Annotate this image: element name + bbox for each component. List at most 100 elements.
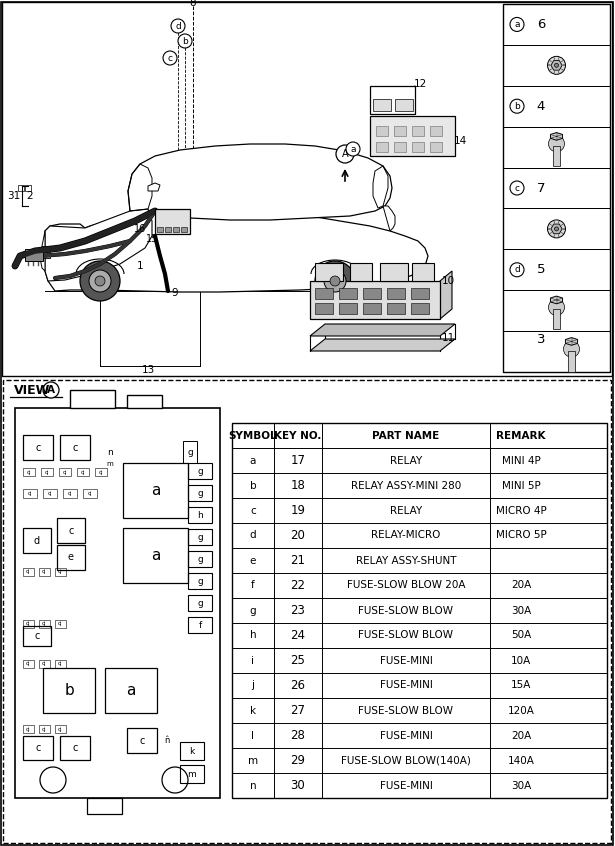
Bar <box>350 263 372 281</box>
Text: k: k <box>189 746 194 755</box>
Bar <box>77 468 89 476</box>
Bar <box>503 85 610 127</box>
Text: b: b <box>250 481 256 491</box>
Text: 26: 26 <box>290 679 306 692</box>
Bar <box>39 660 50 668</box>
Text: 30A: 30A <box>511 781 531 790</box>
Text: FUSE-SLOW BLOW: FUSE-SLOW BLOW <box>359 706 453 716</box>
Polygon shape <box>551 224 562 233</box>
Bar <box>25 249 43 261</box>
Circle shape <box>549 299 565 316</box>
Bar <box>157 227 163 232</box>
Text: RELAY-MICRO: RELAY-MICRO <box>371 530 441 541</box>
Text: 16: 16 <box>134 224 146 234</box>
Bar <box>123 528 188 583</box>
Text: 30A: 30A <box>511 606 531 616</box>
Polygon shape <box>383 206 395 231</box>
Text: PART NAME: PART NAME <box>372 431 440 441</box>
Polygon shape <box>550 296 563 304</box>
Bar <box>23 725 34 733</box>
Polygon shape <box>148 183 160 191</box>
Bar <box>180 742 204 760</box>
Text: a: a <box>351 145 355 153</box>
Text: 50A: 50A <box>511 630 531 640</box>
Bar <box>2 2 612 376</box>
Text: SYMBOL: SYMBOL <box>229 431 277 441</box>
Bar <box>315 263 343 281</box>
Bar <box>503 4 610 372</box>
Bar <box>57 545 85 570</box>
Text: k: k <box>250 706 256 716</box>
Text: FUSE-MINI: FUSE-MINI <box>379 730 432 740</box>
Circle shape <box>43 382 59 398</box>
Text: cj: cj <box>63 470 67 475</box>
Bar <box>188 617 212 633</box>
Bar <box>315 288 333 299</box>
Text: n: n <box>107 448 113 457</box>
Bar <box>553 310 560 329</box>
Bar <box>553 146 560 166</box>
Bar <box>503 331 610 372</box>
Text: REMARK: REMARK <box>496 431 546 441</box>
Circle shape <box>336 145 354 163</box>
Text: VIEW: VIEW <box>14 383 50 397</box>
Text: 10: 10 <box>442 276 454 286</box>
Text: cj: cj <box>58 622 63 627</box>
Text: 24: 24 <box>290 629 306 642</box>
Bar <box>173 227 179 232</box>
Text: cj: cj <box>42 569 47 574</box>
Text: 4: 4 <box>537 100 545 113</box>
Text: b: b <box>182 36 188 46</box>
Text: RELAY ASSY-MINI 280: RELAY ASSY-MINI 280 <box>351 481 461 491</box>
Text: 6: 6 <box>537 18 545 31</box>
Text: g: g <box>197 598 203 607</box>
Text: FUSE-SLOW BLOW: FUSE-SLOW BLOW <box>359 606 453 616</box>
Bar <box>183 441 197 463</box>
Text: 27: 27 <box>290 704 306 717</box>
Polygon shape <box>45 208 428 292</box>
Text: 30: 30 <box>291 779 306 792</box>
Text: 29: 29 <box>290 754 306 767</box>
Text: g: g <box>187 448 193 457</box>
Bar <box>395 99 413 111</box>
Polygon shape <box>440 271 452 319</box>
Text: FUSE-SLOW BLOW(140A): FUSE-SLOW BLOW(140A) <box>341 755 471 766</box>
Circle shape <box>547 57 566 74</box>
Bar <box>394 126 406 136</box>
Bar <box>376 142 388 152</box>
Bar <box>123 463 188 518</box>
Text: FUSE-MINI: FUSE-MINI <box>379 781 432 790</box>
Bar <box>387 303 405 314</box>
Text: g: g <box>197 532 203 541</box>
Text: 11: 11 <box>442 333 454 343</box>
Text: cj: cj <box>99 470 103 475</box>
Text: a: a <box>151 548 160 563</box>
Text: c: c <box>73 743 77 753</box>
Text: l: l <box>252 730 255 740</box>
Text: a: a <box>250 455 256 465</box>
Text: 20A: 20A <box>511 580 531 591</box>
Bar <box>411 303 429 314</box>
Bar <box>23 468 35 476</box>
Text: cj: cj <box>81 470 85 475</box>
Bar <box>60 736 90 760</box>
Bar <box>23 626 51 646</box>
Bar <box>503 168 610 208</box>
Circle shape <box>346 142 360 156</box>
Text: b: b <box>514 102 520 111</box>
Text: d: d <box>250 530 256 541</box>
Bar <box>503 250 610 290</box>
Text: d: d <box>514 266 520 274</box>
Circle shape <box>555 63 558 68</box>
Text: 20: 20 <box>290 529 306 542</box>
Bar <box>339 303 357 314</box>
Bar <box>412 263 434 281</box>
Text: 19: 19 <box>290 504 306 517</box>
Bar <box>394 142 406 152</box>
Bar <box>18 185 24 191</box>
Bar <box>387 288 405 299</box>
Polygon shape <box>310 324 455 336</box>
Circle shape <box>547 220 566 238</box>
Bar <box>373 99 391 111</box>
Bar <box>180 765 204 783</box>
